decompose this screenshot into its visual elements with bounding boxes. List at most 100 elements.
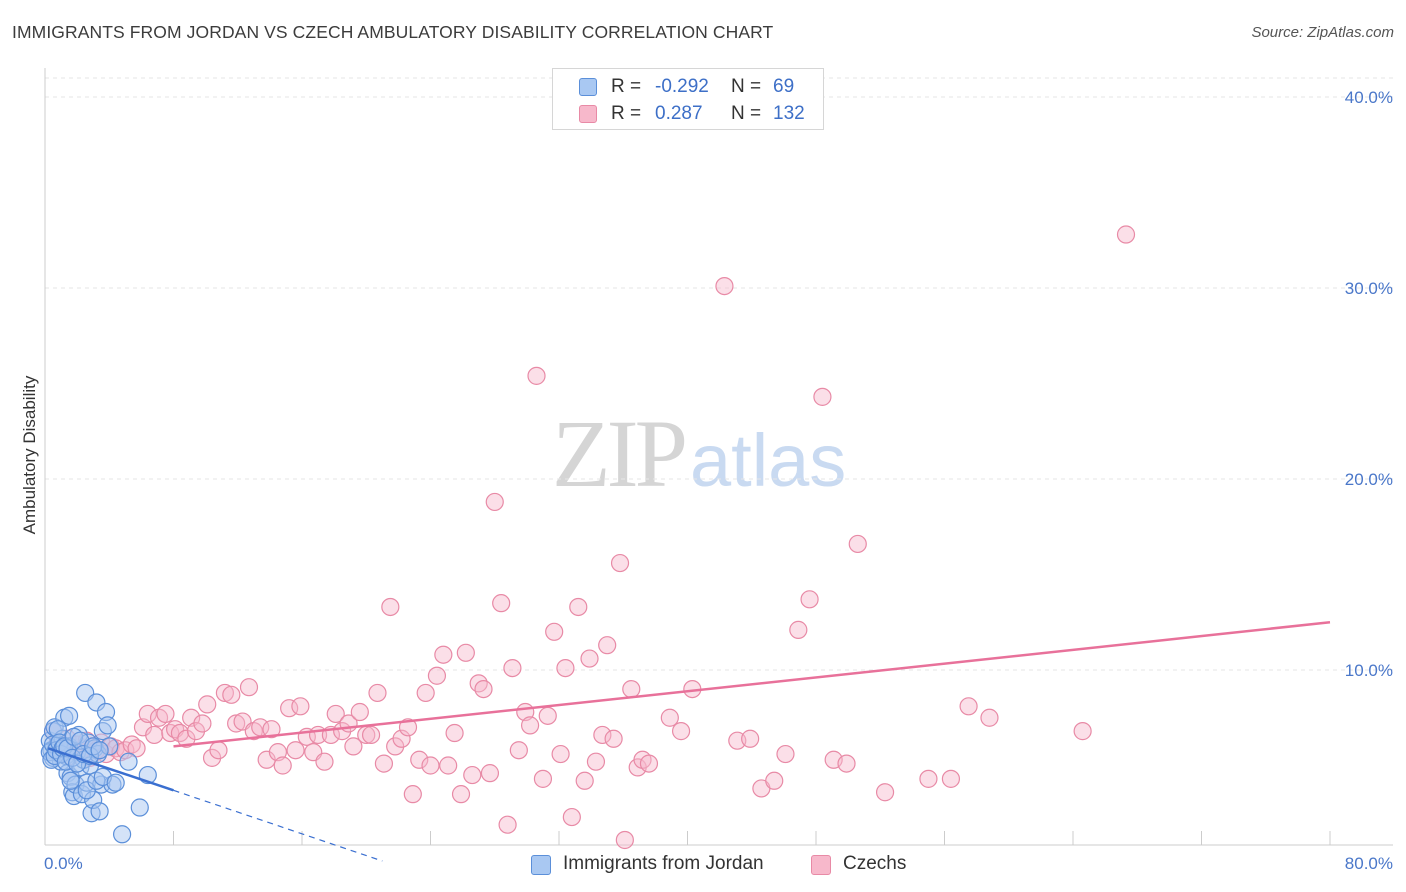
czechs-point xyxy=(562,807,581,827)
legend-label: Czechs xyxy=(843,853,907,874)
watermark: ZIPatlas xyxy=(552,398,846,509)
czechs-point xyxy=(569,597,588,617)
czechs-point xyxy=(456,643,475,662)
czechs-legend-swatch xyxy=(811,855,831,875)
czechs-point xyxy=(813,387,832,406)
n-value: 132 xyxy=(773,103,805,124)
czechs-point xyxy=(273,756,292,775)
czechs-point xyxy=(280,699,299,718)
czechs-point xyxy=(480,764,500,783)
czechs-point xyxy=(848,534,867,554)
r-value: -0.292 xyxy=(655,76,709,97)
czechs-point xyxy=(598,636,617,655)
tick-labels: 10.0% 20.0% 30.0% 40.0% 0.0% 80.0% xyxy=(44,88,1393,873)
czechs-point xyxy=(427,666,447,685)
x-tick-label: 0.0% xyxy=(44,854,83,873)
jordan-point xyxy=(112,825,132,844)
czechs-point xyxy=(344,737,363,756)
czechs-point xyxy=(239,678,259,697)
jordan-point xyxy=(61,771,80,790)
jordan-point xyxy=(98,716,117,735)
n-value: 69 xyxy=(773,76,795,97)
source-credit: Source: ZipAtlas.com xyxy=(1251,24,1394,41)
series-legend: Immigrants from Jordan Czechs xyxy=(0,850,1406,880)
stats-row-jordan: R = -0.292 N = 69 xyxy=(553,74,823,100)
y-tick-label: 20.0% xyxy=(1345,470,1393,489)
czechs-point xyxy=(315,752,334,771)
czechs-point xyxy=(533,769,553,788)
grid-lines xyxy=(45,77,1393,671)
czechs-point xyxy=(580,649,599,668)
czechs-point xyxy=(919,769,938,788)
czechs-point xyxy=(671,722,691,741)
czechs-point xyxy=(262,720,281,739)
y-tick-label: 30.0% xyxy=(1345,279,1393,298)
czechs-point xyxy=(503,658,522,678)
czechs-point xyxy=(485,492,504,512)
stats-row-czechs: R = 0.287 N = 132 xyxy=(553,101,823,127)
czechs-point xyxy=(421,756,440,775)
czechs-point xyxy=(361,725,381,745)
trend-lines xyxy=(47,621,1331,862)
jordan-point xyxy=(59,706,79,725)
czechs-point xyxy=(177,729,196,748)
y-axis-label: Ambulatory Disability xyxy=(20,375,39,534)
czechs-point xyxy=(545,622,564,641)
czechs-point xyxy=(386,737,405,756)
jordan-point xyxy=(90,802,109,821)
czechs-point xyxy=(374,754,394,773)
czechs-point xyxy=(291,697,310,716)
czechs-point xyxy=(509,741,528,760)
x-tick-label: 80.0% xyxy=(1345,854,1393,873)
axes xyxy=(44,68,1393,846)
czechs-point xyxy=(660,708,679,727)
czechs-point xyxy=(138,704,157,724)
czechs-point xyxy=(222,685,241,704)
czechs-point xyxy=(186,722,206,741)
r-label: R = xyxy=(611,76,642,97)
czechs-point xyxy=(538,706,557,725)
czechs-point xyxy=(715,276,734,296)
jordan-point xyxy=(130,798,149,817)
czechs-point xyxy=(350,702,369,722)
czechs-point xyxy=(551,744,570,764)
y-tick-label: 10.0% xyxy=(1345,661,1393,680)
czechs-point xyxy=(800,590,819,609)
czechs-point xyxy=(463,765,482,785)
czechs-point xyxy=(556,658,575,678)
czechs-point xyxy=(227,714,246,733)
czechs-point xyxy=(416,683,435,703)
jordan-points xyxy=(40,683,157,844)
jordan-point xyxy=(90,741,109,760)
czechs-point xyxy=(527,366,546,385)
jordan-legend-swatch xyxy=(531,855,551,875)
czechs-point xyxy=(604,729,623,748)
czechs-point xyxy=(198,695,217,714)
jordan-trend-extension xyxy=(173,789,383,862)
czechs-point xyxy=(639,754,659,773)
czechs-point xyxy=(474,679,493,699)
czechs-point xyxy=(251,718,270,737)
y-tick-label: 40.0% xyxy=(1345,88,1393,107)
czechs-point xyxy=(1116,225,1136,244)
czechs-point xyxy=(776,744,795,764)
czechs-point xyxy=(610,553,630,573)
czechs-point xyxy=(439,756,458,775)
jordan-swatch xyxy=(579,78,597,96)
czechs-point xyxy=(156,704,175,724)
czechs-point xyxy=(145,725,164,745)
czechs-point xyxy=(368,683,387,703)
czechs-swatch xyxy=(579,105,597,123)
czechs-point xyxy=(326,704,345,724)
chart-title: IMMIGRANTS FROM JORDAN VS CZECH AMBULATO… xyxy=(12,22,774,42)
r-value: 0.287 xyxy=(655,103,703,124)
czechs-point xyxy=(469,674,488,693)
n-label: N = xyxy=(731,76,762,97)
czechs-point xyxy=(127,739,146,758)
czechs-point xyxy=(286,741,305,760)
r-label: R = xyxy=(611,103,642,124)
n-label: N = xyxy=(731,103,762,124)
czechs-point xyxy=(593,725,612,745)
watermark-zip: ZIP xyxy=(552,400,688,507)
